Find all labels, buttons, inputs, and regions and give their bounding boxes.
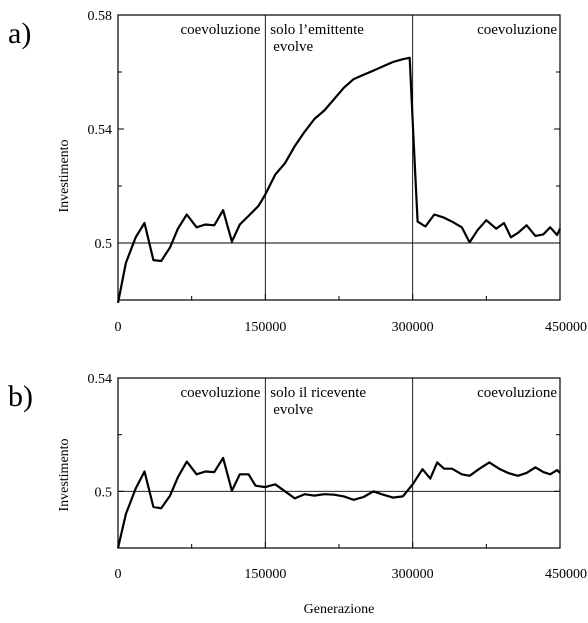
panel-b-plot: 0.5 0.54 0 150000 300000 450000 coevoluzione so… [88,372,588,582]
panel-b-xtick-label: 0 [115,567,122,582]
panel-a-region-label-2: solo l’emittente evolve [270,22,364,55]
panel-b-xtick-label: 300000 [392,567,434,582]
panel-b-region-line: evolve [273,402,313,418]
panel-a-label: a) [8,17,31,50]
panel-a-xtick-label: 450000 [545,320,587,335]
panel-a-xtick-label: 0 [115,320,122,335]
panel-b-region-line: solo il ricevente [270,385,366,401]
panel-b-region-label-1: coevoluzione [180,385,260,401]
panel-b-series-line [116,456,561,549]
panel-a-series-line [116,56,561,304]
panel-a-ytick-label: 0.58 [88,9,113,24]
panel-a-ylabel: Investimento [57,139,72,212]
panel-a-region-line: solo l’emittente [270,22,364,38]
panel-a-xtick-label: 300000 [392,320,434,335]
panel-b-region-label-3: coevoluzione [477,385,557,401]
panel-b-ytick-label: 0.5 [95,485,113,500]
panel-b-frame [117,377,561,549]
panel-a-region-line: evolve [273,39,313,55]
panel-b-label: b) [8,380,33,413]
panel-a-region-line: coevoluzione [180,22,260,38]
panel-b-xtick-label: 450000 [545,567,587,582]
x-axis-label: Generazione [304,602,375,617]
panel-a-region-label-1: coevoluzione [180,22,260,38]
panel-a-xtick-label: 150000 [244,320,286,335]
panel-a-region-line: coevoluzione [477,22,557,38]
panel-a-region-label-3: coevoluzione [477,22,557,38]
panel-b-region-line: coevoluzione [477,385,557,401]
panel-a-plot: 0.5 0.54 0.58 0 150000 300000 450000 coevoluzio… [88,9,588,335]
panel-b-xtick-label: 150000 [244,567,286,582]
panel-a-ytick-label: 0.5 [95,237,113,252]
panel-b-ytick-label: 0.54 [88,372,113,387]
panel-a-ytick-label: 0.54 [88,123,113,138]
panel-b-ylabel: Investimento [57,438,72,511]
panel-b-region-label-2: solo il ricevente evolve [270,385,366,418]
panel-a-frame [117,14,561,301]
panel-b-region-line: coevoluzione [180,385,260,401]
